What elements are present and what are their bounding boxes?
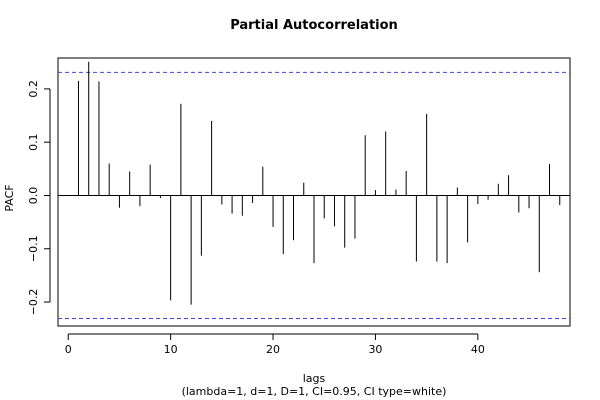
y-tick-label: 0.2 xyxy=(27,80,40,98)
y-axis: −0.2 −0.1 0.0 0.1 0.2 xyxy=(27,80,51,316)
x-tick-label: 30 xyxy=(368,343,382,356)
plot-frame xyxy=(57,57,571,327)
y-tick-label: −0.2 xyxy=(27,289,40,316)
x-tick-label: 40 xyxy=(471,343,485,356)
chart-subtitle: (lambda=1, d=1, D=1, CI=0.95, CI type=wh… xyxy=(182,385,447,398)
y-axis-label: PACF xyxy=(3,184,16,211)
chart-title: Partial Autocorrelation xyxy=(230,18,398,33)
x-axis: 0 10 20 30 40 xyxy=(65,333,485,356)
y-tick-label: 0.0 xyxy=(27,187,40,205)
x-tick-label: 20 xyxy=(266,343,280,356)
x-axis-label: lags xyxy=(303,372,326,385)
x-tick-label: 10 xyxy=(164,343,178,356)
y-tick-label: −0.1 xyxy=(27,235,40,262)
y-tick-label: 0.1 xyxy=(27,133,40,151)
pacf-bars xyxy=(77,61,561,305)
x-tick-label: 0 xyxy=(65,343,72,356)
